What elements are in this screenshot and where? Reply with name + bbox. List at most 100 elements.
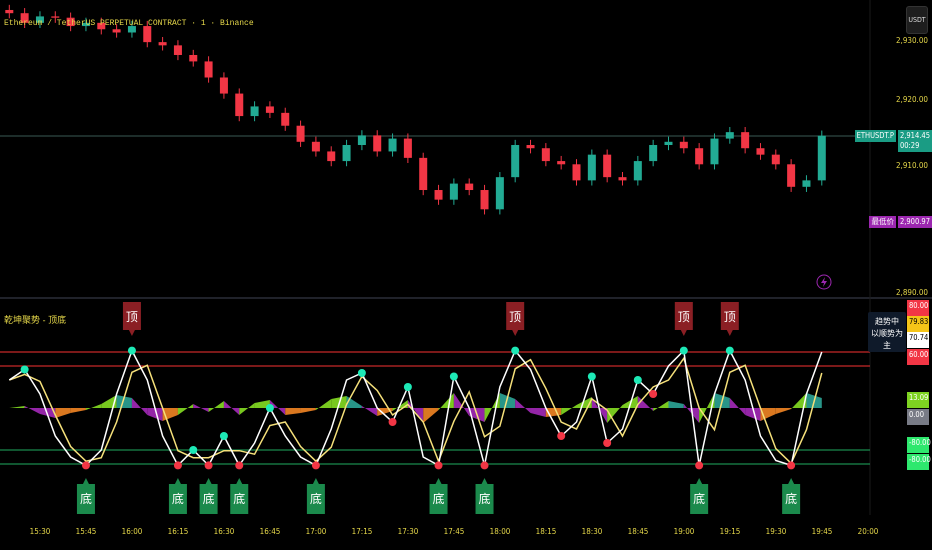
currency-button[interactable]: USDT [906,6,928,34]
time-tick: 19:45 [811,527,833,536]
candle-body [327,151,336,162]
histogram-segment [147,408,163,421]
indicator-axis-label: 70.74 [907,332,929,348]
symbol-title[interactable]: Ethereum / TetherUS PERPETUAL CONTRACT ·… [4,19,254,28]
top-signal-label [720,302,739,336]
bottom-signal-text: 底 [233,491,245,506]
indicator-title[interactable]: 乾坤聚势 - 顶底 [4,316,67,326]
candle-body [127,26,136,33]
candle-body [204,61,213,78]
bottom-signal-text: 底 [785,491,797,506]
histogram-segment [515,399,531,413]
peak-dot [633,376,642,384]
bottom-signal-text: 底 [433,491,445,506]
histogram-segment [530,408,546,417]
candle-body [756,148,765,155]
trough-dot [695,461,704,470]
histogram-segment [683,404,700,423]
candle-body [296,125,305,142]
candle-body [419,157,428,191]
bottom-signal-label [168,478,187,514]
histogram-segment [239,403,255,415]
candle-body [449,183,458,200]
peak-dot [403,383,412,391]
candle-body [97,22,106,30]
bottom-signal-text: 底 [172,491,184,506]
candle-body [388,138,397,152]
candle-body [66,17,75,27]
histogram-segment [791,393,807,409]
histogram-segment [699,393,715,423]
indicator-axis-label: 79.83 [907,316,929,332]
symbol-tag: ETHUSDT.P [854,130,896,142]
top-signal-label [506,302,525,336]
candle-body [572,164,581,181]
bottom-signal-label [429,478,448,514]
trough-dot [311,461,320,470]
peak-dot [449,372,458,381]
indicator-axis-label: 60.00 [907,349,929,365]
price-tick: 2,910.00 [895,161,928,170]
bottom-signal-label [230,478,249,514]
peak-dot [219,432,228,440]
histogram-segment [300,408,316,413]
time-tick: 19:00 [673,527,695,536]
histogram-segment [223,401,240,415]
candle-body [771,154,780,165]
last-price-tag: 2,914.45 00:29 [897,130,932,152]
time-tick: 19:15 [719,527,741,536]
time-tick: 17:00 [305,527,327,536]
candle-body [633,161,642,181]
candle-body [541,148,550,162]
time-tick: 15:30 [29,527,51,536]
trough-dot [434,461,443,470]
histogram-segment [131,398,148,415]
time-tick: 15:45 [75,527,97,536]
top-signal-text: 顶 [126,310,138,324]
candle-body [587,154,596,181]
time-tick: 19:30 [765,527,787,536]
histogram-segment [745,408,761,421]
histogram-segment [116,395,132,408]
last-price-row: ETHUSDT.P 2,914.45 00:29 [854,130,932,152]
top-signal-label [674,302,693,336]
histogram-segment [315,399,332,410]
bottom-signal-label [199,478,218,514]
time-tick: 20:00 [857,527,879,536]
bottom-signal-text: 底 [80,491,92,506]
time-tick: 17:30 [397,527,419,536]
peak-dot [265,404,274,412]
time-tick: 18:15 [535,527,557,536]
bottom-signal-label [782,478,801,514]
indicator-axis-label: 0.00 [907,409,929,425]
trough-dot [173,461,182,470]
bottom-signal-label [690,478,709,514]
candle-body [357,135,366,146]
histogram-segment [193,404,209,412]
candle-body [787,164,796,187]
candle-body [81,22,90,27]
histogram-segment [285,408,301,415]
peak-dot [511,346,520,355]
price-tick: 2,930.00 [895,36,928,45]
candle-body [403,138,412,158]
time-tick: 18:30 [581,527,603,536]
candle-body [265,106,274,113]
indicator-axis-label: 80.00 [907,300,929,316]
histogram-segment [208,401,224,412]
candle-body [112,29,121,33]
histogram-segment [254,400,270,408]
candle-body [526,145,535,149]
peak-dot [587,372,596,381]
time-tick: 16:30 [213,527,235,536]
histogram-segment [653,401,669,411]
candle-body [173,45,182,55]
candle-body [618,177,627,181]
indicator-axis-label: 13.09 [907,392,929,408]
candle-body [158,42,167,46]
bottom-signal-text: 底 [479,491,491,506]
trough-dot [480,461,489,470]
indicator-axis-label: -80.00 [907,437,931,453]
candle-body [817,135,826,181]
